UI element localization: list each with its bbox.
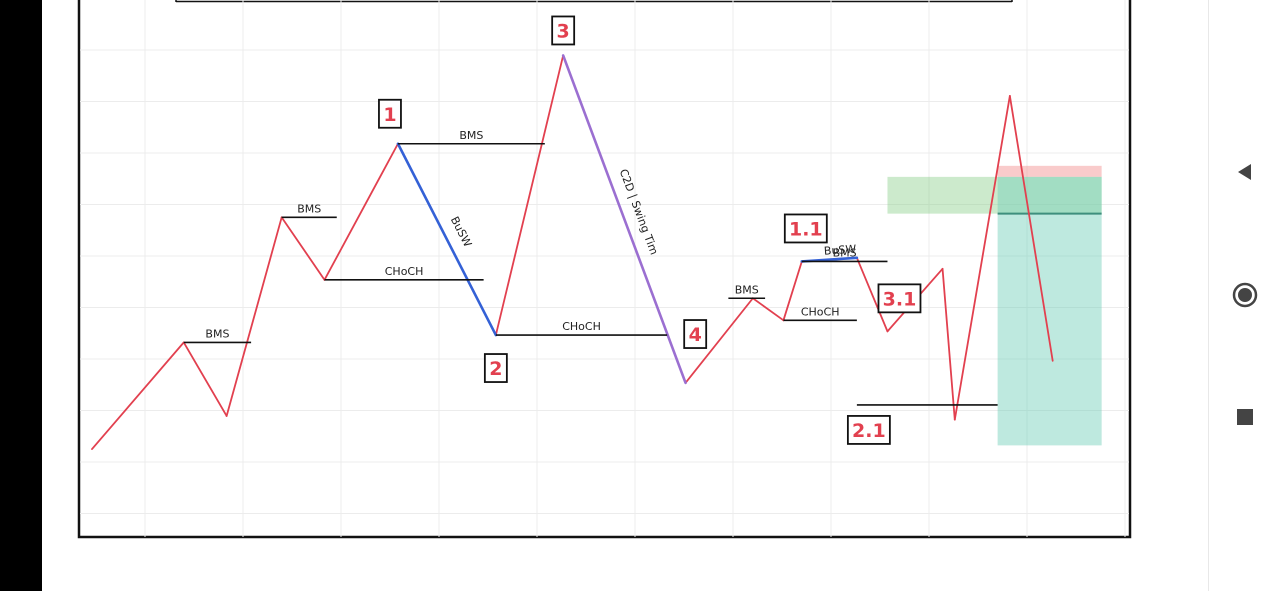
point-label-box [877, 283, 922, 314]
price-segment [855, 256, 889, 333]
point-label-box [378, 98, 402, 129]
point-label-box [783, 213, 828, 244]
structure-label: CHoCH [801, 305, 840, 318]
price-segment [494, 54, 565, 336]
price-segment [751, 297, 785, 322]
circle-icon [1232, 282, 1258, 308]
point-label: 3 [557, 20, 570, 42]
price-segment [323, 142, 399, 281]
structure-label: BMS [297, 202, 321, 215]
recents-button[interactable] [1229, 401, 1261, 433]
swing-line [561, 54, 687, 385]
grid [80, 0, 1129, 537]
triangle-left-icon [1238, 164, 1251, 180]
chart-area: BuSW C2D | Swing Tim BuSW BMS BMS CHoCH BMS CH… [77, 0, 1132, 539]
point-label: 2.1 [852, 420, 886, 442]
structure-lines: BMS BMS CHoCH BMS CHoCH BMS CHoCH BMS [183, 129, 998, 406]
point-label-box [483, 353, 508, 383]
navigation-bar [1208, 0, 1280, 591]
plot-frame [77, 0, 1132, 539]
zone-stop [997, 165, 1102, 177]
structure-label: BMS [735, 283, 759, 296]
price-segment [941, 267, 956, 421]
point-label: 3.1 [883, 288, 917, 310]
structure-label: BMS [205, 327, 229, 340]
point-labels: 1 2 3 4 1.1 2.1 3.1 [378, 15, 922, 445]
structure-label: BMS [833, 246, 857, 259]
price-segment [182, 341, 228, 417]
price-segment [91, 341, 185, 450]
price-segment [280, 216, 326, 281]
point-label-box [683, 319, 708, 349]
price-segment [953, 95, 1011, 421]
structure-label: BMS [459, 129, 483, 142]
zone-target [997, 176, 1102, 446]
swing-label: BuSW [824, 243, 857, 258]
square-icon [1237, 409, 1253, 425]
structure-label: CHoCH [385, 265, 424, 278]
point-label: 2 [489, 358, 502, 380]
left-edge [0, 0, 42, 591]
home-button[interactable] [1229, 279, 1261, 311]
chart-svg: BuSW C2D | Swing Tim BuSW BMSBMSCHoCHBMSCH… [77, 0, 1132, 539]
price-segment [225, 216, 283, 417]
price-segment [684, 297, 754, 384]
point-label-box [846, 415, 891, 445]
zones [887, 165, 1102, 446]
point-label-box [551, 15, 576, 46]
back-button[interactable] [1229, 156, 1261, 188]
point-label: 4 [689, 324, 702, 346]
point-label: 1 [383, 104, 396, 126]
point-label: 1.1 [789, 218, 823, 240]
price-segment [782, 260, 803, 322]
swing-line [396, 142, 498, 337]
structure-label: CHoCH [562, 320, 601, 333]
price-segment [1008, 95, 1054, 362]
